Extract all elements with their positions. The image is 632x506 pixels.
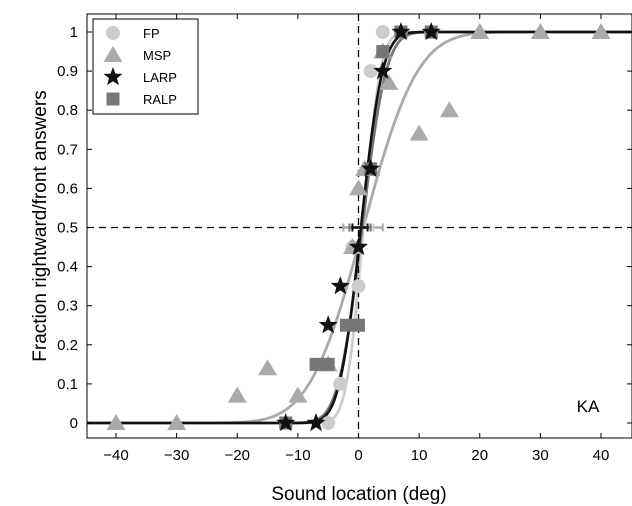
legend-marker-fp [106, 26, 120, 40]
point-ralp [309, 357, 323, 371]
point-larp [391, 22, 411, 41]
y-tick-label: 0.9 [57, 63, 78, 80]
axis-ticks: −40 −30 −20 −10 0 10 20 30 40 0 0.1 0.2 0.3 0.4 0.5 0.6… [57, 14, 632, 464]
point-larp [361, 158, 381, 177]
point-ralp [321, 357, 335, 371]
x-tick-label: −20 [225, 447, 250, 464]
point-fp [363, 64, 378, 79]
point-larp [421, 22, 441, 41]
x-tick-label: −40 [103, 447, 128, 464]
reference-lines [87, 14, 632, 438]
point-larp [318, 315, 338, 334]
point-larp [306, 413, 326, 432]
point-msp [106, 414, 126, 430]
legend-marker-ralp [106, 92, 120, 106]
x-tick-label: 0 [354, 447, 362, 464]
point-msp [258, 359, 278, 376]
x-tick-label: −30 [164, 447, 189, 464]
x-tick-label: 30 [532, 447, 549, 464]
point-ralp [376, 45, 390, 59]
legend-label-ralp: RALP [143, 92, 177, 107]
x-tick-label: −10 [285, 447, 310, 464]
point-larp [348, 237, 369, 256]
y-tick-label: 0.1 [57, 376, 78, 393]
point-msp [349, 179, 368, 196]
point-fp [375, 25, 390, 39]
y-tick-label: 0.8 [57, 102, 78, 119]
y-axis-label: Fraction rightward/front answers [30, 90, 51, 361]
y-tick-label: 0.7 [57, 141, 78, 158]
point-msp [591, 23, 611, 39]
legend-marker-msp [103, 46, 123, 62]
legend-marker-larp [103, 67, 123, 86]
point-fp [321, 416, 336, 430]
point-ralp [352, 318, 365, 332]
point-larp [373, 61, 393, 80]
point-msp [409, 124, 429, 141]
point-fp [351, 279, 366, 294]
x-tick-label: 40 [593, 447, 610, 464]
point-msp [439, 101, 459, 118]
point-ralp [339, 318, 353, 332]
point-msp [530, 23, 550, 39]
legend-label-fp: FP [143, 26, 160, 41]
plot-frame [86, 13, 632, 439]
point-msp [379, 73, 399, 90]
point-fp [333, 376, 348, 391]
y-tick-label: 0 [70, 415, 78, 432]
x-tick-label: 10 [411, 447, 428, 464]
point-msp [227, 386, 247, 403]
data-points [106, 22, 611, 432]
y-tick-label: 0.2 [57, 337, 78, 354]
error-bars [342, 223, 384, 232]
x-axis-label: Sound location (deg) [271, 484, 446, 505]
point-msp [167, 414, 187, 430]
point-larp [330, 276, 350, 295]
subject-annotation: KA [577, 397, 600, 416]
y-tick-label: 1 [70, 24, 78, 41]
legend-label-larp: LARP [143, 70, 177, 85]
point-msp [470, 23, 490, 39]
y-tick-label: 0.6 [57, 180, 78, 197]
legend-label-msp: MSP [143, 48, 171, 63]
y-tick-label: 0.4 [57, 259, 78, 276]
point-larp [276, 413, 296, 432]
point-msp [288, 386, 308, 403]
legend: FP MSP LARP RALP [92, 18, 199, 115]
y-tick-label: 0.5 [57, 220, 78, 237]
x-tick-label: 20 [471, 447, 488, 464]
y-tick-label: 0.3 [57, 298, 78, 315]
